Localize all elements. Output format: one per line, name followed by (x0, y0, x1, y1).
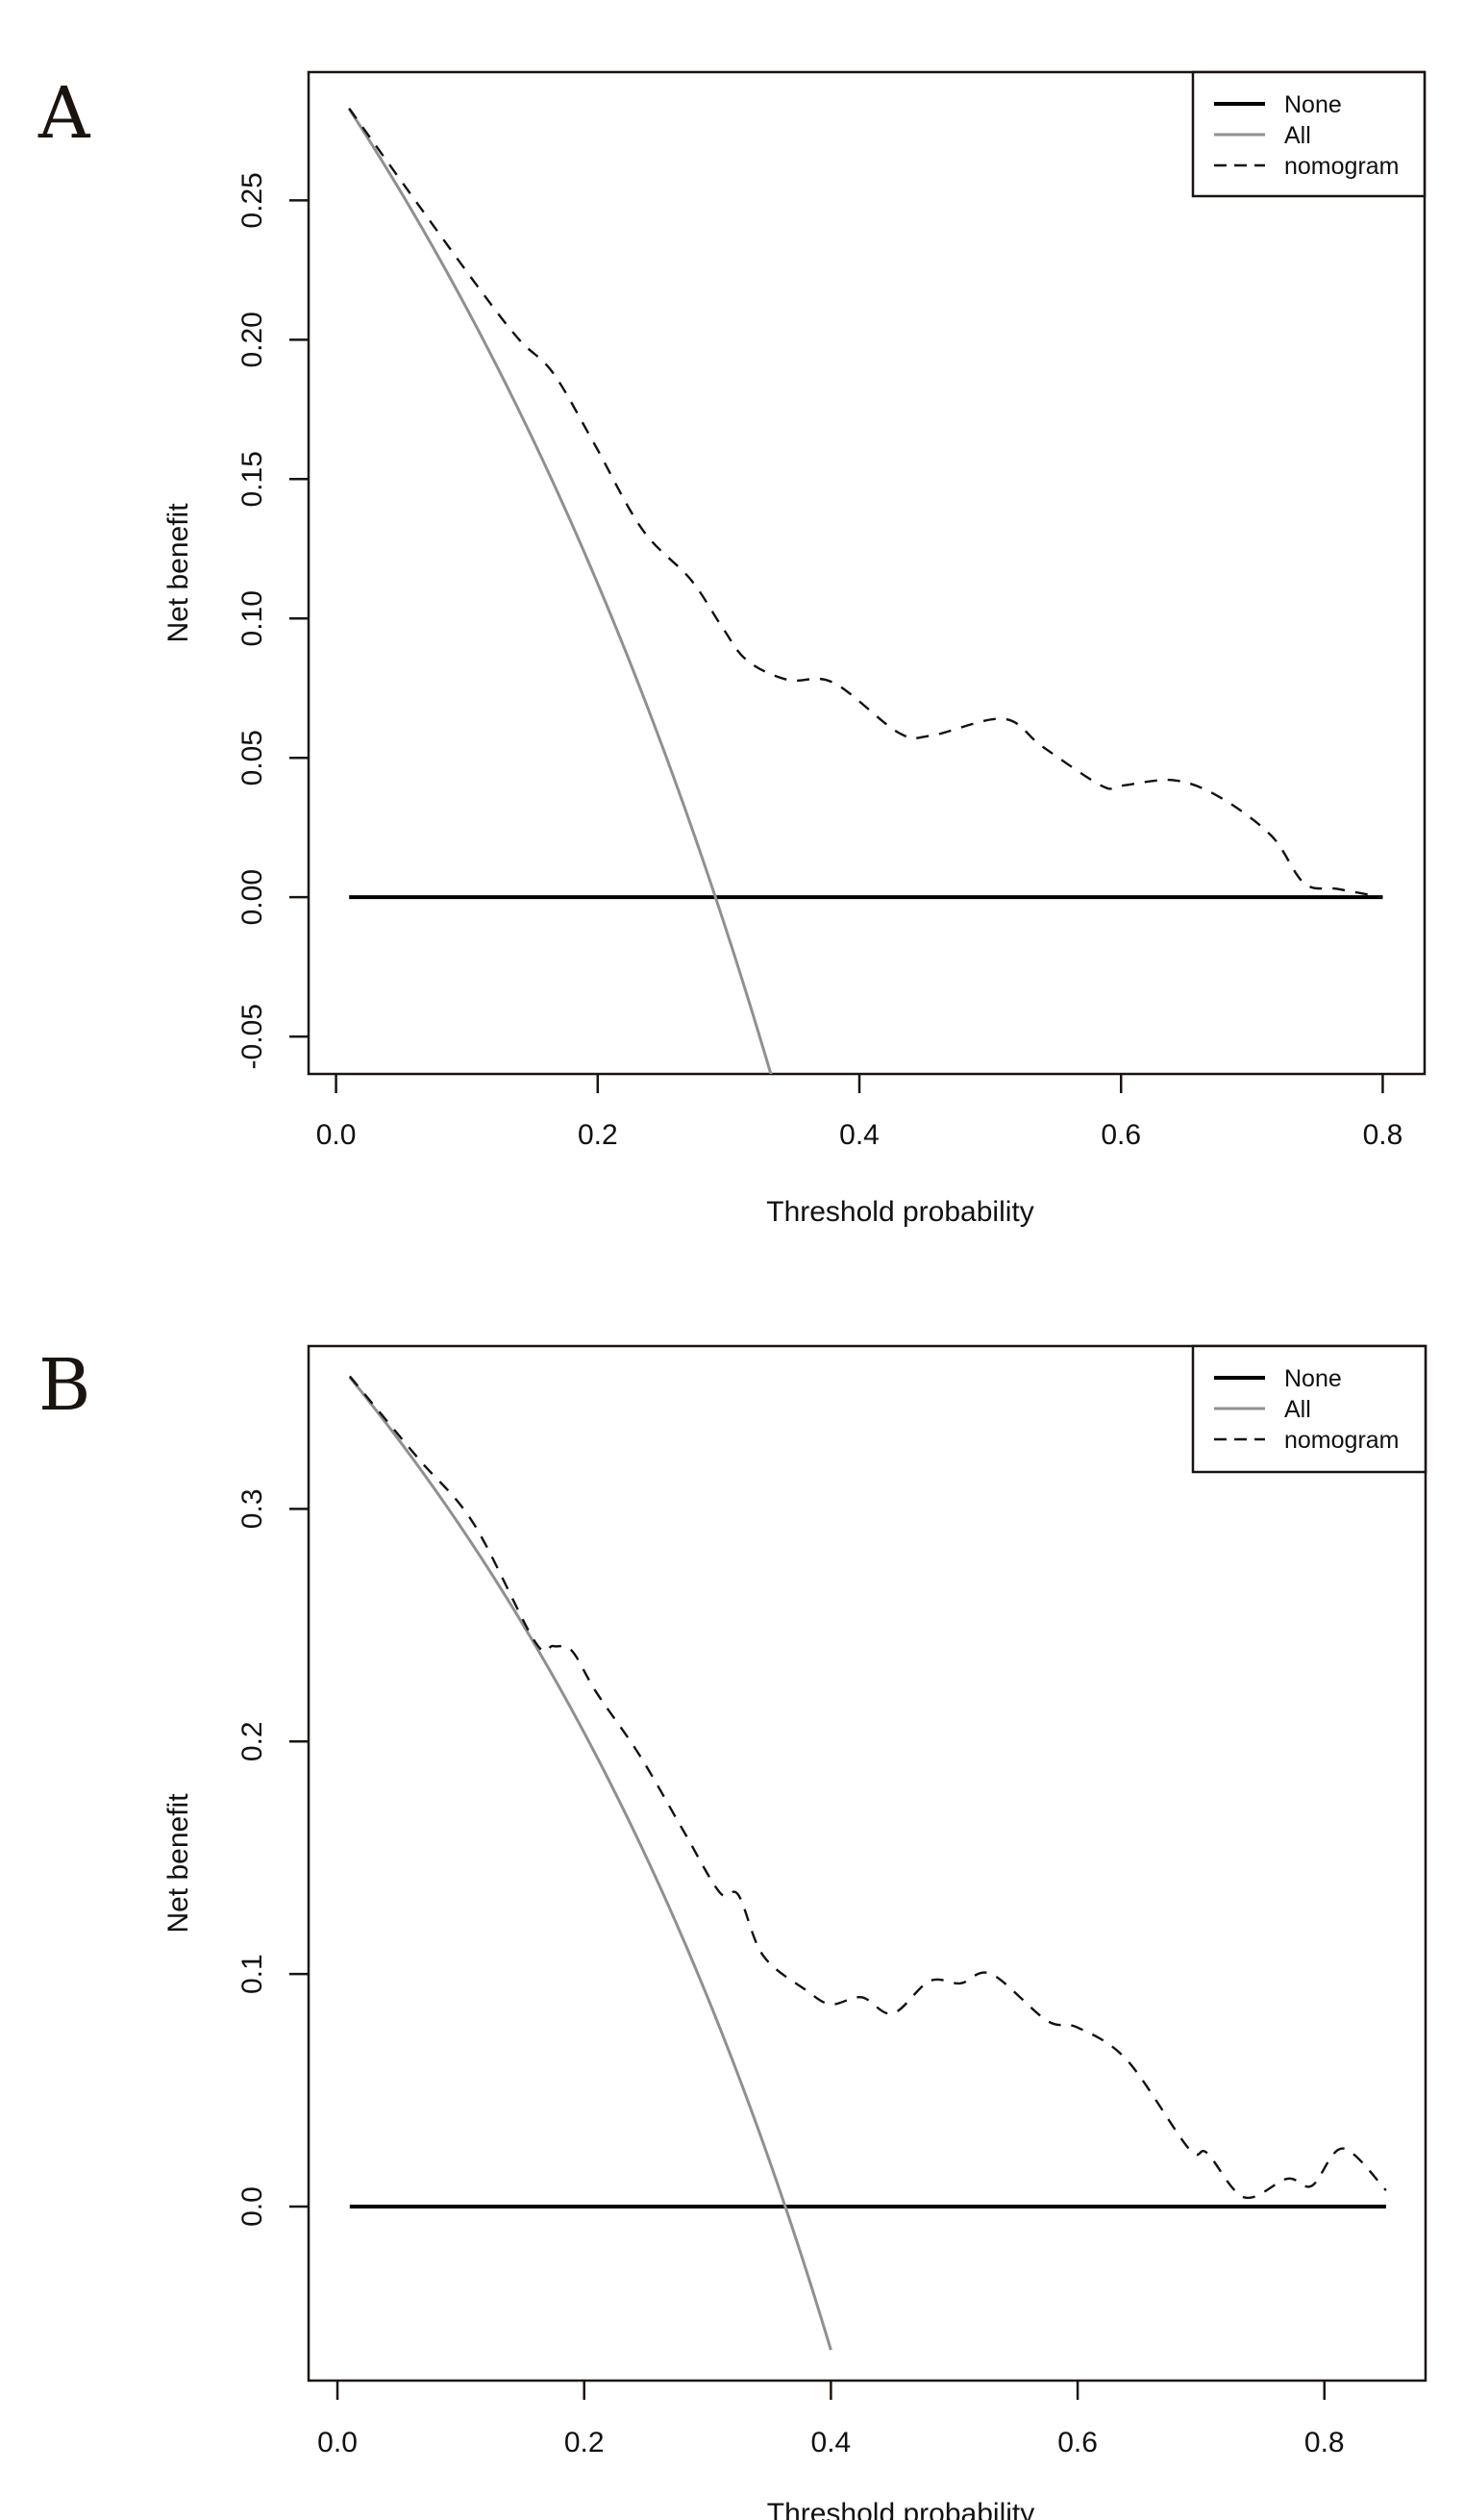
x-axis-title: Threshold probability (766, 1196, 1033, 1228)
y-tick-label: 0.3 (236, 1488, 268, 1529)
y-tick-label: 0.2 (236, 1721, 268, 1761)
series-line-all (348, 1376, 832, 2351)
y-tick-label: 0.25 (236, 172, 268, 228)
plot-frame (307, 70, 1427, 1076)
legend: None All nomogram (1191, 70, 1427, 198)
series-line-nomogram (348, 1375, 1387, 2200)
x-tick-label: 0.0 (317, 2427, 358, 2458)
legend-label-all: All (1284, 1396, 1311, 1423)
x-tick-label: 0.0 (316, 1119, 357, 1151)
panel-letter: B (38, 1344, 90, 1427)
y-tick-label: 0.00 (236, 869, 268, 925)
legend-label-none: None (1284, 91, 1342, 118)
y-tick-label: -0.05 (236, 1004, 268, 1069)
x-axis-title: Threshold probability (767, 2498, 1034, 2520)
plot-area (347, 107, 1383, 1074)
y-axis-title: Net benefit (162, 1793, 194, 1934)
y-tick-label: 0.20 (236, 312, 268, 367)
x-tick-label: 0.4 (811, 2427, 852, 2458)
plot-area (348, 1375, 1387, 2351)
x-tick-label: 0.8 (1363, 1119, 1403, 1151)
panel-a: A 0.0 0.2 0.4 0.6 0.8 -0.05 0.00 0.05 0.10 0.15 0.2… (37, 70, 1427, 1228)
x-tick-label: 0.8 (1304, 2427, 1345, 2458)
x-tick-label: 0.6 (1101, 1119, 1141, 1151)
x-tick-label: 0.2 (564, 2427, 605, 2458)
legend-label-all: All (1284, 122, 1311, 149)
legend-label-nomogram: nomogram (1284, 1427, 1400, 1454)
panel-letter: A (37, 72, 91, 155)
y-tick-label: 0.1 (236, 1954, 268, 1994)
legend-label-none: None (1284, 1365, 1342, 1392)
y-tick-label: 0.0 (236, 2186, 268, 2227)
series-line-all (347, 108, 773, 1074)
plot-frame (307, 1344, 1427, 2383)
x-tick-label: 0.2 (578, 1119, 618, 1151)
y-tick-label: 0.15 (236, 451, 268, 507)
x-tick-label: 0.6 (1057, 2427, 1098, 2458)
x-tick-label: 0.4 (839, 1119, 880, 1151)
y-tick-label: 0.10 (236, 590, 268, 646)
legend: None All nomogram (1191, 1344, 1427, 1474)
legend-label-nomogram: nomogram (1284, 153, 1400, 180)
y-tick-label: 0.05 (236, 730, 268, 786)
series-line-nomogram (348, 107, 1383, 899)
y-axis-title: Net benefit (162, 503, 194, 643)
panel-b: B 0.0 0.2 0.4 0.6 0.8 0.0 0.1 0.2 0.3 Net benefit T… (38, 1344, 1427, 2520)
